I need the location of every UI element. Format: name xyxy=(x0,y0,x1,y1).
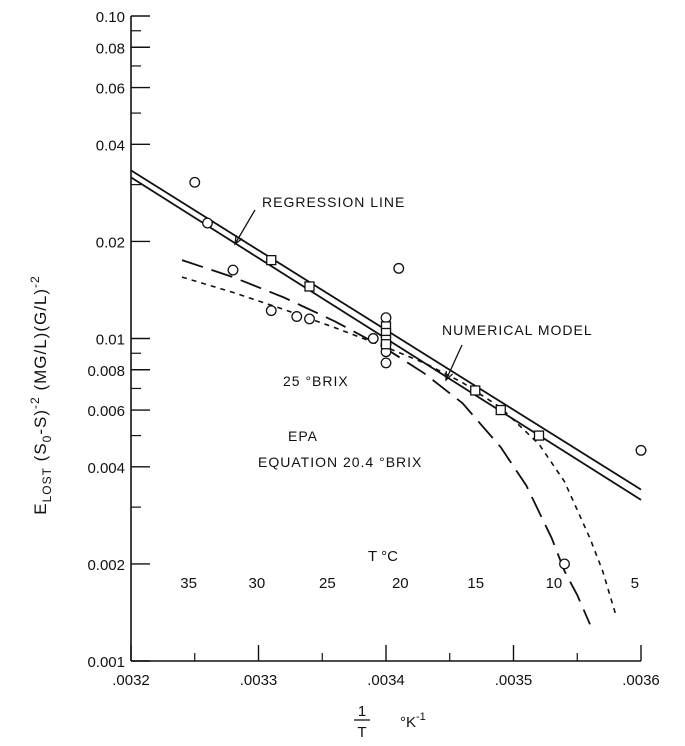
data-point-circle xyxy=(367,333,379,344)
data-point-circle xyxy=(227,264,239,276)
numerical-arrow-shaft xyxy=(445,344,463,381)
x-axis-label-unit: °K-1 xyxy=(400,711,426,731)
data-point-circle xyxy=(304,313,315,325)
axes: 0.001 0.002 0.004 0.006 0.008 0.01 0.02 0.04 0.0… xyxy=(87,9,659,689)
regression-line-label: REGRESSION LINE xyxy=(262,194,405,210)
data-point-circle xyxy=(635,444,647,456)
series-line-2 xyxy=(181,276,617,615)
y-tick-label: 0.008 xyxy=(87,363,125,380)
data-point-square xyxy=(495,404,506,416)
data-point-circle xyxy=(393,262,405,274)
y-tick-label: 0.002 xyxy=(87,557,125,574)
tick-marks xyxy=(130,15,642,662)
top-axis-label: T °C xyxy=(368,548,398,565)
x-axis-label-denominator: T xyxy=(357,724,366,741)
y-tick-label: 0.01 xyxy=(96,332,125,349)
celsius-tick-label: 25 xyxy=(319,575,336,592)
y-tick-label: 0.08 xyxy=(96,40,125,57)
data-point-square xyxy=(470,385,481,396)
x-tick-label: .0036 xyxy=(622,672,660,689)
data-point-square xyxy=(533,430,545,441)
x-tick-label: .0035 xyxy=(495,672,533,689)
data-point-circle xyxy=(202,217,213,229)
data-point-circle xyxy=(265,305,277,317)
x-tick-label: .0032 xyxy=(112,672,150,689)
epa-label-line1: EPA xyxy=(288,428,318,444)
celsius-tick-label: 20 xyxy=(392,575,409,592)
numerical-model-label: NUMERICAL MODEL xyxy=(442,322,593,338)
celsius-tick-label: 10 xyxy=(546,575,563,592)
annotation-arrows xyxy=(234,209,463,382)
data-point-circle xyxy=(380,312,392,324)
y-tick-label: 0.004 xyxy=(87,460,125,477)
y-tick-label: 0.06 xyxy=(96,81,125,98)
data-point-square xyxy=(304,281,315,292)
numerical-arrow-head xyxy=(445,370,454,382)
data-point-square xyxy=(266,254,277,266)
data-point-circle xyxy=(559,558,570,570)
data-point-circle xyxy=(380,357,392,369)
data-point-square xyxy=(380,339,392,350)
x-tick-label: .0034 xyxy=(367,672,405,689)
y-axis-label: ELOST (S0-S)-2 (MG/L)(G/L)-2 xyxy=(28,275,54,514)
data-point-circle xyxy=(291,311,303,322)
celsius-tick-label: 30 xyxy=(248,575,265,592)
y-tick-label: 0.04 xyxy=(96,137,125,154)
regression-arrow-head xyxy=(234,234,243,246)
brix25-label: 25 °BRIX xyxy=(283,373,349,389)
series-line-3 xyxy=(181,259,591,625)
celsius-tick-label: 35 xyxy=(180,575,197,592)
y-tick-label: 0.02 xyxy=(96,234,125,251)
x-axis-label: 1 T °K-1 xyxy=(354,703,426,741)
marker-layer xyxy=(189,176,647,570)
x-axis-label-numerator: 1 xyxy=(358,703,366,720)
y-tick-label: 0.006 xyxy=(87,403,125,420)
data-point-circle xyxy=(189,176,201,188)
y-tick-label: 0.001 xyxy=(87,654,125,671)
epa-label-line2: EQUATION 20.4 °BRIX xyxy=(258,454,422,470)
y-tick-label: 0.10 xyxy=(96,9,125,26)
celsius-tick-label: 15 xyxy=(467,575,484,592)
regression-arrow-shaft xyxy=(234,209,256,245)
celsius-tick-label: 5 xyxy=(631,575,639,592)
x-tick-label: .0033 xyxy=(240,672,278,689)
